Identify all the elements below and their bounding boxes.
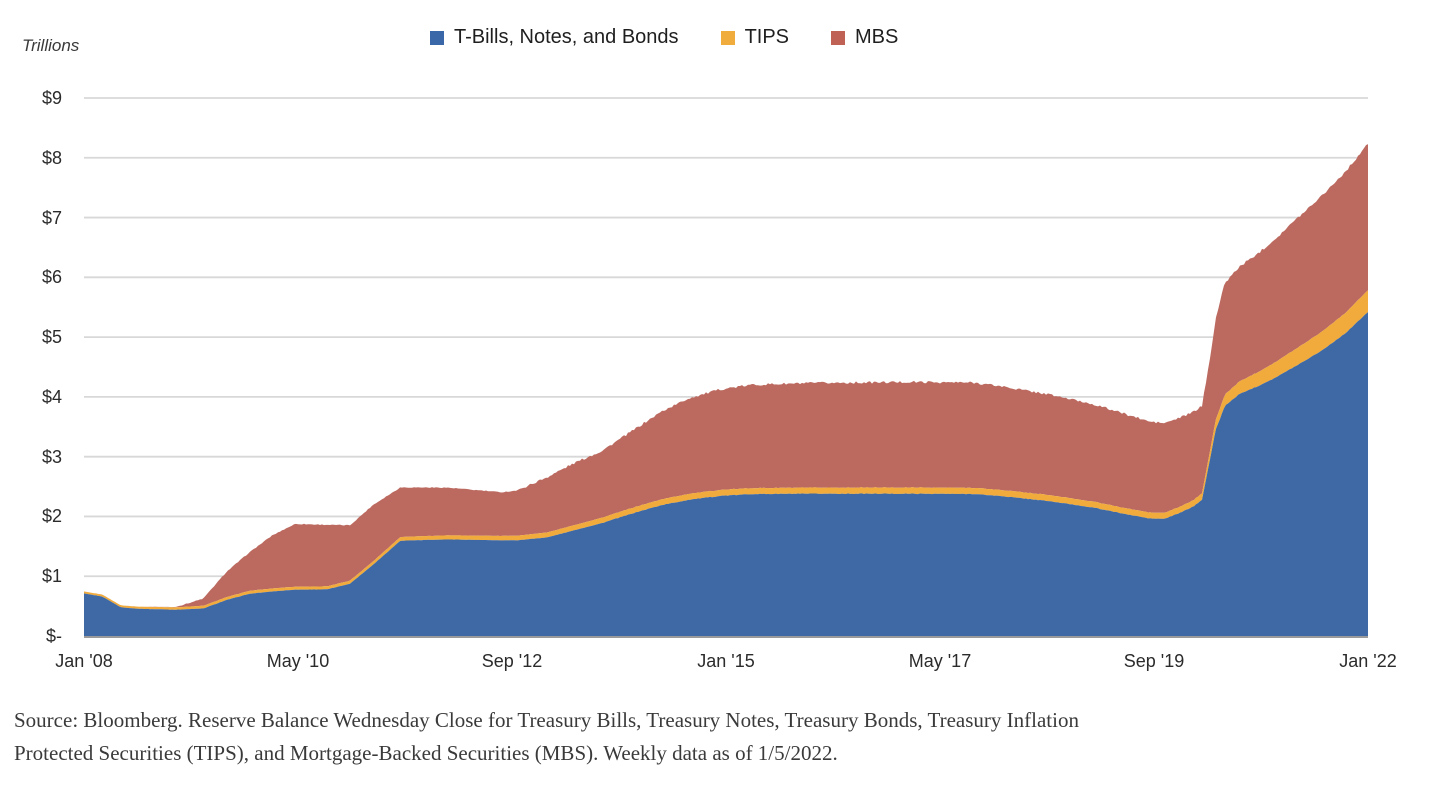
x-tick-label: Jan '22 [1339,651,1397,671]
legend-swatch-icon [720,30,735,45]
legend-item-mbs: MBS [831,26,898,49]
source-note: Source: Bloomberg. Reserve Balance Wedne… [14,704,1418,770]
legend-item-t-bills-notes-and-bonds: T-Bills, Notes, and Bonds [430,26,679,49]
y-tick-label: $1 [41,566,62,587]
source-note-line1: Source: Bloomberg. Reserve Balance Wedne… [14,708,1079,732]
x-tick-label: Sep '19 [1123,651,1185,671]
y-tick-label: $5 [41,327,62,348]
area-series-mbs [84,144,1368,608]
y-tick-label: $3 [41,446,62,467]
legend-swatch-icon [430,30,444,45]
chart-legend: T-Bills, Notes, and Bonds TIPS MBS [430,26,898,49]
x-tick-label: Sep '12 [481,651,543,671]
x-tick-label: Jan '15 [697,651,755,671]
y-axis-units-label: Trillions [22,36,80,55]
legend-swatch-icon [831,30,846,45]
x-tick-label: May '17 [908,651,972,671]
x-tick-label: Jan '08 [55,651,113,671]
y-tick-label: $9 [41,88,62,108]
x-tick-label: May '10 [266,651,330,671]
y-tick-label: $- [45,626,62,646]
y-tick-label: $4 [41,386,62,407]
stacked-area-plot [84,97,1368,638]
y-tick-label: $2 [41,506,62,527]
legend-label: TIPS [744,26,790,48]
legend-label: T-Bills, Notes, and Bonds [454,26,679,48]
legend-label: MBS [855,26,899,48]
area-series-tbills-notes-bonds [84,312,1368,636]
y-tick-label: $6 [41,267,62,288]
y-tick-label: $8 [41,147,62,168]
source-note-line2: Protected Securities (TIPS), and Mortgag… [14,741,838,765]
legend-item-tips: TIPS [720,26,790,49]
y-tick-label: $7 [41,207,62,228]
